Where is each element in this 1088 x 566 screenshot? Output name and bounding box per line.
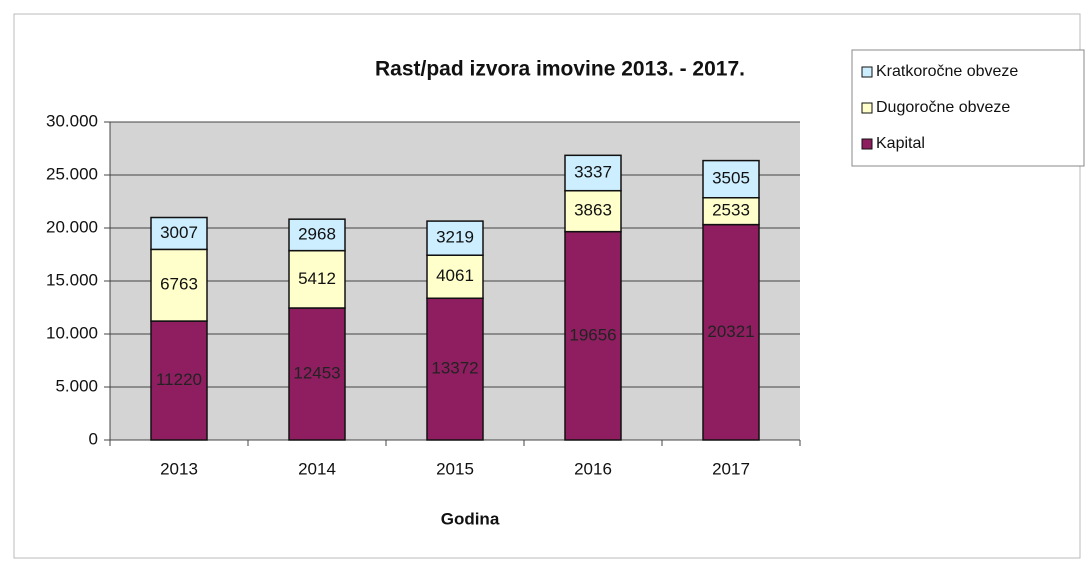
bar-segment	[702, 159, 760, 199]
data-label: 19656	[569, 325, 616, 344]
data-label: 12453	[293, 363, 340, 382]
data-label: 13372	[431, 359, 478, 378]
data-label: 6763	[160, 275, 198, 294]
y-tick-label: 15.000	[46, 270, 98, 289]
bar-segment	[702, 223, 760, 441]
data-label: 2968	[298, 224, 336, 243]
bar-segment	[150, 248, 208, 322]
y-tick-label: 25.000	[46, 164, 98, 183]
y-tick-label: 10.000	[46, 323, 98, 342]
bar-segment	[702, 196, 760, 226]
bar-segment	[150, 320, 208, 441]
data-label: 3505	[712, 169, 750, 188]
x-tick-label: 2013	[160, 459, 198, 478]
chart-title: Rast/pad izvora imovine 2013. - 2017.	[375, 58, 745, 81]
legend-label: Dugoročne obveze	[876, 99, 1010, 116]
bar-segment	[288, 307, 346, 441]
legend-box	[851, 49, 1085, 167]
legend-swatch	[861, 138, 873, 150]
legend-swatch	[861, 66, 873, 78]
x-tick-label: 2015	[436, 459, 474, 478]
legend-label: Kratkoročne obveze	[876, 63, 1018, 80]
legend-swatch	[861, 102, 873, 114]
data-label: 3219	[436, 228, 474, 247]
data-label: 11220	[156, 370, 202, 389]
data-label: 3007	[160, 223, 198, 242]
data-label: 2533	[712, 201, 750, 220]
bar-segment	[426, 220, 484, 256]
x-axis-label: Godina	[441, 509, 500, 528]
x-tick-label: 2016	[574, 459, 612, 478]
data-label: 5412	[298, 269, 336, 288]
bar-segment	[426, 297, 484, 441]
data-label: 3863	[574, 201, 612, 220]
bar-segment	[150, 216, 208, 251]
data-label: 20321	[707, 322, 754, 341]
legend-label: Kapital	[876, 135, 925, 152]
bar-segment	[564, 189, 622, 233]
bar-segment	[564, 154, 622, 192]
x-tick-label: 2017	[712, 459, 750, 478]
y-tick-label: 20.000	[46, 217, 98, 236]
x-tick-label: 2014	[298, 459, 336, 478]
bar-segment	[288, 218, 346, 252]
y-tick-label: 30.000	[46, 111, 98, 130]
data-label: 4061	[436, 266, 474, 285]
y-tick-label: 0	[89, 429, 98, 448]
data-label: 3337	[574, 162, 612, 181]
y-tick-label: 5.000	[55, 376, 98, 395]
bar-segment	[288, 249, 346, 309]
